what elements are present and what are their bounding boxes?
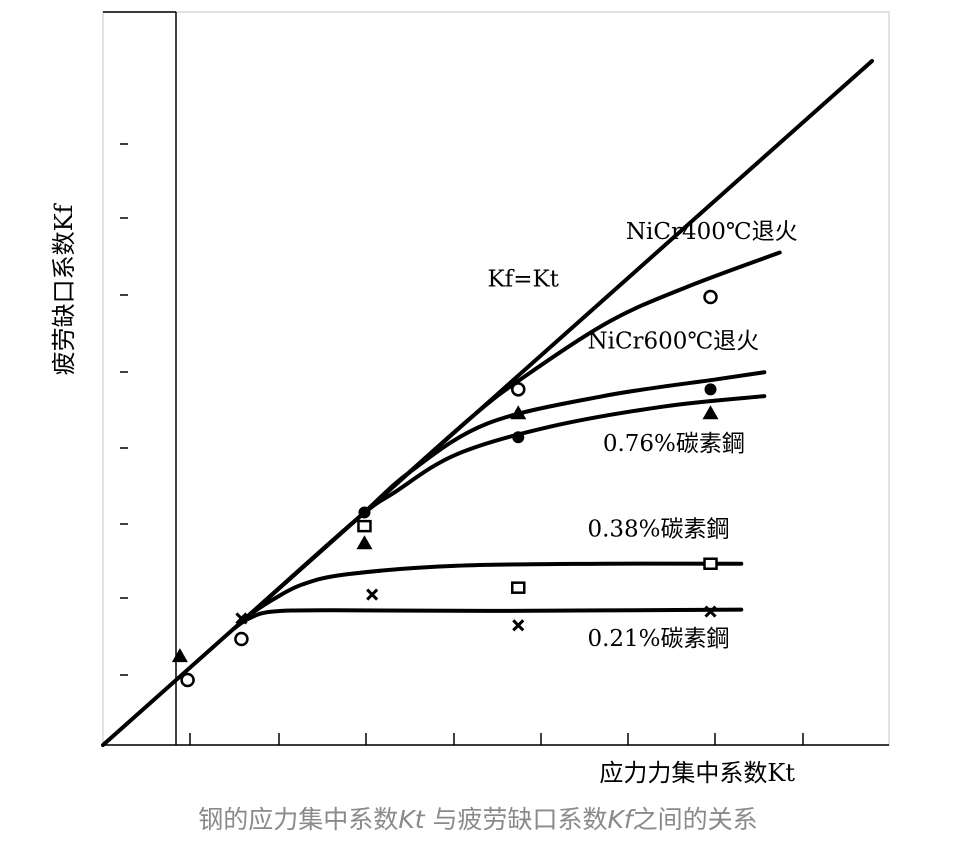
caption-kt: Kt (398, 805, 425, 834)
marker-circle-open (234, 631, 249, 647)
caption-part3: 之间的关系 (632, 805, 758, 834)
marker-circle-open (511, 382, 526, 397)
series-line-4 (247, 561, 744, 618)
cross-stroke (512, 619, 525, 632)
series-label-5: 0.21%碳素鋼 (587, 626, 729, 652)
chart-frame (102, 11, 890, 746)
series-line-3 (247, 394, 767, 618)
series-labels: Kf=Kt NiCr400℃退火 NiCr600℃退火 0.76%碳素鋼 0.38%碳素… (488, 219, 798, 652)
series-label-0: Kf=Kt (488, 267, 560, 293)
marker-cross (512, 619, 525, 632)
plot-border (102, 11, 890, 746)
series-lines (101, 59, 874, 747)
marker-circle-filled (512, 431, 525, 444)
marker-circle-open (703, 289, 718, 305)
marker-square (357, 519, 372, 533)
marker-triangle (702, 405, 719, 420)
marker-square (511, 581, 526, 594)
marker-triangle (510, 405, 527, 420)
marker-circle-filled (358, 506, 371, 519)
marker-cross (366, 588, 379, 601)
chart-area: Kf=Kt NiCr400℃退火 NiCr600℃退火 0.76%碳素鋼 0.38%碳素… (50, 11, 890, 787)
series-label-1: NiCr400℃退火 (626, 219, 798, 245)
cross-stroke (366, 588, 379, 601)
marker-triangle (356, 535, 373, 550)
figure-caption: 钢的应力集中系数Kt 与疲劳缺口系数Kf之间的关系 (0, 800, 956, 836)
series-label-4: 0.38%碳素鋼 (587, 516, 729, 542)
marker-circle-filled (704, 383, 717, 396)
cross-stroke (704, 605, 717, 618)
caption-part2: 与疲劳缺口系数 (424, 805, 608, 834)
y-axis-label: 疲劳缺口系数Kf (50, 202, 78, 375)
cross-stroke (235, 612, 248, 625)
axis-ticks (120, 143, 804, 745)
series-label-3: 0.76%碳素鋼 (603, 431, 745, 457)
series-label-2: NiCr600℃退火 (587, 328, 759, 354)
data-markers (171, 289, 719, 688)
caption-part1: 钢的应力集中系数 (198, 805, 399, 834)
marker-triangle (171, 648, 188, 663)
x-axis-label: 应力力集中系数Kt (599, 759, 795, 787)
series-line-5 (231, 607, 744, 631)
marker-cross (235, 612, 248, 625)
marker-circle-open (180, 672, 195, 688)
marker-cross (704, 605, 717, 618)
marker-square (703, 557, 718, 570)
caption-kf: Kf (607, 805, 633, 834)
